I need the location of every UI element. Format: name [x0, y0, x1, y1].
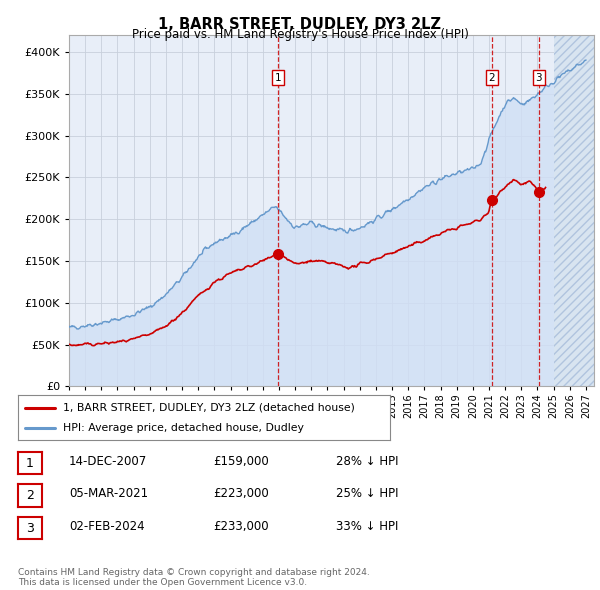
- Text: 05-MAR-2021: 05-MAR-2021: [69, 487, 148, 500]
- Text: £159,000: £159,000: [213, 455, 269, 468]
- Text: £223,000: £223,000: [213, 487, 269, 500]
- Bar: [554, 35, 594, 386]
- Text: 02-FEB-2024: 02-FEB-2024: [69, 520, 145, 533]
- Text: 28% ↓ HPI: 28% ↓ HPI: [336, 455, 398, 468]
- Text: 2: 2: [26, 489, 34, 502]
- Text: 3: 3: [535, 73, 542, 83]
- Text: 25% ↓ HPI: 25% ↓ HPI: [336, 487, 398, 500]
- Text: Contains HM Land Registry data © Crown copyright and database right 2024.
This d: Contains HM Land Registry data © Crown c…: [18, 568, 370, 587]
- Text: 14-DEC-2007: 14-DEC-2007: [69, 455, 147, 468]
- Text: Price paid vs. HM Land Registry's House Price Index (HPI): Price paid vs. HM Land Registry's House …: [131, 28, 469, 41]
- Text: HPI: Average price, detached house, Dudley: HPI: Average price, detached house, Dudl…: [62, 424, 304, 434]
- Text: 1: 1: [26, 457, 34, 470]
- Text: £233,000: £233,000: [213, 520, 269, 533]
- Text: 1: 1: [275, 73, 281, 83]
- Text: 33% ↓ HPI: 33% ↓ HPI: [336, 520, 398, 533]
- Text: 3: 3: [26, 522, 34, 535]
- Text: 1, BARR STREET, DUDLEY, DY3 2LZ: 1, BARR STREET, DUDLEY, DY3 2LZ: [158, 17, 442, 31]
- Bar: [554, 35, 594, 386]
- Text: 1, BARR STREET, DUDLEY, DY3 2LZ (detached house): 1, BARR STREET, DUDLEY, DY3 2LZ (detache…: [62, 403, 355, 412]
- Text: 2: 2: [488, 73, 495, 83]
